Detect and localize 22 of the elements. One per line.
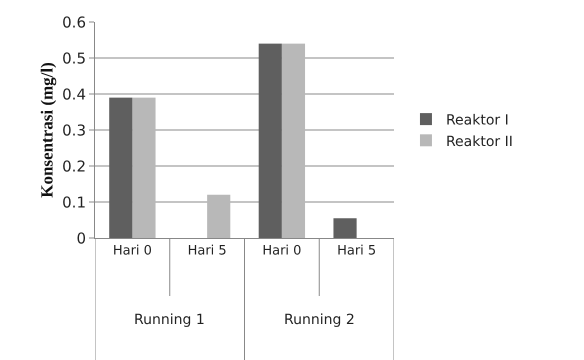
text: Running 2	[284, 312, 355, 328]
x-tick-label: Hari 0	[262, 244, 302, 259]
text: Running 1	[134, 312, 205, 328]
bar	[333, 218, 357, 238]
y-tick-label: 0.2	[62, 157, 86, 176]
legend-label: Reaktor II	[446, 134, 513, 150]
bar	[207, 194, 230, 238]
bar	[258, 44, 282, 238]
x-tick-label: Hari 5	[337, 244, 376, 259]
y-axis-title: Konsentrasi (mg/l)	[38, 62, 57, 198]
y-tick-label: 0.4	[62, 85, 86, 104]
y-tick-label: 0	[76, 229, 86, 248]
x-tick-label: Hari 5	[188, 244, 227, 259]
y-tick-label: 0.6	[62, 13, 86, 32]
y-tick-label: 0.5	[62, 49, 86, 68]
bar	[282, 44, 306, 238]
y-tick-label: 0.1	[62, 193, 86, 212]
bar	[109, 98, 132, 238]
bar	[132, 98, 156, 238]
y-tick-label: 0.3	[62, 121, 86, 140]
x-tick-label: Hari 0	[112, 244, 152, 259]
legend-label: Reaktor I	[446, 112, 509, 129]
